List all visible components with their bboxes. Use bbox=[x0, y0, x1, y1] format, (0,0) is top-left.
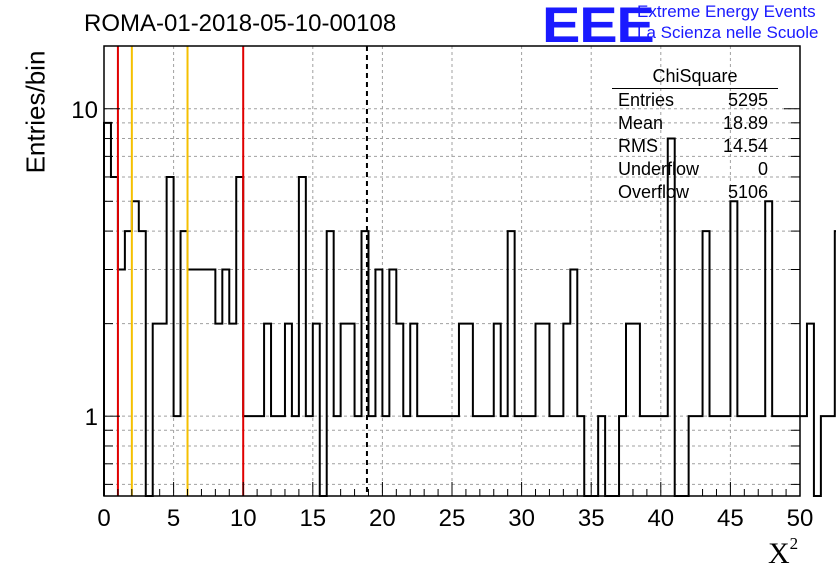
x-tick-label: 35 bbox=[578, 505, 605, 532]
stat-value: 18.89 bbox=[722, 113, 768, 133]
x-axis-label-superscript: 2 bbox=[789, 534, 799, 553]
stat-row-mean: Mean 18.89 bbox=[612, 112, 778, 135]
x-axis-label: X2 bbox=[768, 534, 798, 571]
stat-value: 5106 bbox=[727, 182, 768, 202]
histogram-outline bbox=[103, 121, 836, 497]
stats-box: ChiSquare Entries 5295 Mean 18.89 RMS 14… bbox=[612, 66, 778, 204]
stat-value: 5295 bbox=[727, 90, 768, 110]
stat-name: Underflow bbox=[618, 159, 700, 179]
stat-row-entries: Entries 5295 bbox=[612, 89, 778, 112]
stat-row-rms: RMS 14.54 bbox=[612, 135, 778, 158]
x-axis-label-base: X bbox=[768, 537, 790, 570]
stat-name: Mean bbox=[618, 113, 664, 133]
stat-row-underflow: Underflow 0 bbox=[612, 158, 778, 181]
logo-line-1: Extreme Energy Events bbox=[637, 2, 816, 21]
y-tick-label: 10 bbox=[71, 97, 98, 124]
x-tick-label: 25 bbox=[439, 505, 466, 532]
x-tick-label: 40 bbox=[647, 505, 674, 532]
stats-box-title: ChiSquare bbox=[612, 66, 778, 89]
chart-title: ROMA-01-2018-05-10-00108 bbox=[84, 10, 397, 37]
x-tick-label: 30 bbox=[508, 505, 535, 532]
x-tick-label: 20 bbox=[369, 505, 396, 532]
tick-labels: 0 5 10 15 20 25 30 35 40 45 50 1 10 bbox=[71, 97, 813, 532]
y-axis-label: Entries/bin bbox=[20, 50, 51, 174]
histogram-bins bbox=[103, 121, 836, 497]
x-tick-label: 10 bbox=[230, 505, 257, 532]
stat-name: Entries bbox=[618, 90, 675, 110]
stat-value: 14.54 bbox=[722, 136, 768, 156]
x-tick-label: 15 bbox=[299, 505, 326, 532]
axis-ticks bbox=[103, 108, 801, 496]
x-tick-label: 50 bbox=[787, 505, 814, 532]
stat-name: Overflow bbox=[618, 182, 690, 202]
x-tick-label: 0 bbox=[97, 505, 110, 532]
stat-row-overflow: Overflow 5106 bbox=[612, 181, 778, 204]
x-tick-label: 5 bbox=[167, 505, 180, 532]
logo-line-2: La Scienza nelle Scuole bbox=[637, 23, 819, 42]
reference-lines bbox=[116, 46, 368, 496]
stat-value: 0 bbox=[757, 159, 768, 179]
y-tick-label: 1 bbox=[85, 404, 98, 431]
eee-logo: EEE bbox=[542, 0, 655, 53]
stat-name: RMS bbox=[618, 136, 658, 156]
x-tick-label: 45 bbox=[717, 505, 744, 532]
